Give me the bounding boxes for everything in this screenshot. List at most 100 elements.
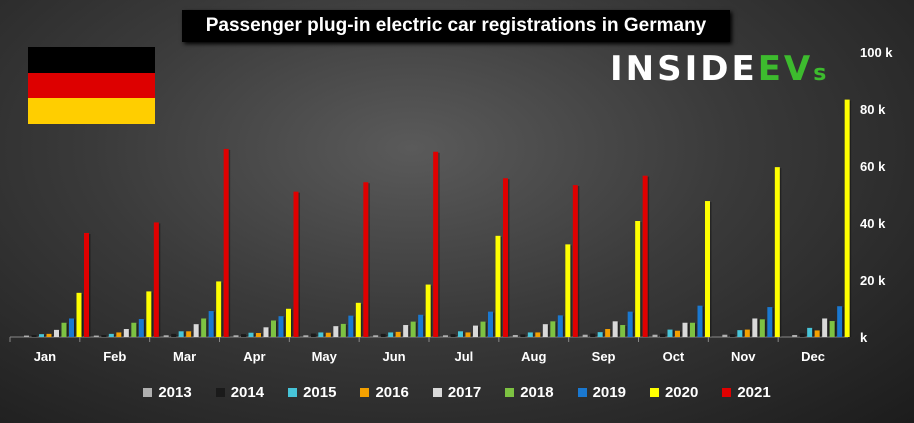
- bar-shade: [448, 336, 450, 337]
- bar: [293, 191, 299, 337]
- bar: [550, 321, 556, 337]
- bar-shade: [423, 315, 425, 337]
- legend-swatch: [215, 388, 225, 397]
- bar: [829, 321, 835, 337]
- bar-shade: [587, 335, 590, 337]
- bar-shade: [570, 245, 572, 337]
- bar-shade: [408, 326, 410, 337]
- bar-shade: [657, 335, 659, 337]
- bar-shade: [702, 306, 704, 337]
- bar-shade: [508, 179, 510, 337]
- bar-shade: [191, 332, 193, 337]
- bar-shade: [228, 149, 231, 337]
- legend-swatch: [722, 388, 732, 397]
- bar: [116, 332, 122, 337]
- legend-item: 2016: [360, 384, 409, 401]
- bar-shade: [338, 327, 340, 337]
- bar: [418, 314, 424, 337]
- y-tick-label: 60 k: [860, 159, 886, 174]
- bar-shade: [680, 331, 682, 337]
- legend-item: 2019: [577, 384, 626, 401]
- bar: [590, 333, 596, 337]
- bar: [46, 333, 52, 337]
- bar: [216, 281, 222, 337]
- legend-item: 2017: [432, 384, 481, 401]
- logo-text-main: INSIDE: [610, 49, 758, 89]
- bar-shade: [562, 316, 565, 337]
- x-tick-label: Nov: [731, 349, 756, 364]
- bar: [355, 302, 361, 337]
- bar: [333, 326, 339, 337]
- bar-shade: [577, 186, 580, 337]
- bar: [697, 305, 703, 337]
- legend-item: 2020: [649, 384, 698, 401]
- bar: [572, 185, 578, 337]
- bar-shade: [74, 319, 76, 337]
- x-tick-label: Jan: [34, 349, 56, 364]
- legend-swatch: [360, 388, 370, 397]
- bar: [233, 335, 239, 337]
- bar: [241, 334, 246, 337]
- bar: [286, 308, 291, 337]
- bar: [682, 322, 688, 337]
- bar-shade: [59, 330, 61, 337]
- bar: [729, 334, 735, 337]
- bar-shade: [400, 332, 403, 337]
- bar: [565, 244, 571, 337]
- bar: [520, 334, 526, 337]
- bar: [612, 321, 618, 337]
- legend-item: 2014: [215, 384, 264, 401]
- legend-swatch: [649, 388, 659, 397]
- bar: [325, 332, 331, 337]
- bar-shade: [779, 168, 782, 337]
- bar: [410, 321, 416, 337]
- bar-shade: [827, 319, 829, 337]
- bar: [527, 332, 533, 337]
- bar-shade: [625, 326, 627, 337]
- bar: [443, 335, 448, 337]
- insideevs-logo: INSIDEEVs: [610, 49, 829, 89]
- legend-item: 2013: [143, 384, 192, 401]
- bar: [759, 319, 765, 337]
- bar-shade: [834, 322, 837, 337]
- bar-shade: [610, 330, 612, 337]
- bar: [542, 324, 548, 337]
- x-tick-label: Jun: [383, 349, 406, 364]
- flag-stripe-gold: [28, 98, 155, 124]
- bar-shade: [238, 336, 240, 337]
- bar: [54, 329, 59, 337]
- bar-shade: [540, 333, 542, 337]
- legend-swatch: [505, 388, 515, 397]
- y-tick-label: k: [860, 330, 868, 345]
- bar: [163, 335, 169, 337]
- bar-shade: [308, 336, 310, 337]
- x-tick-label: Apr: [243, 349, 265, 364]
- bar: [690, 322, 695, 337]
- bar-shade: [555, 322, 557, 337]
- legend-label: 2016: [375, 384, 409, 401]
- bar-shade: [764, 320, 767, 337]
- bar: [752, 318, 758, 337]
- bar-shade: [547, 325, 550, 337]
- bar: [767, 307, 773, 337]
- bar: [675, 330, 680, 337]
- bar-shade: [470, 333, 472, 337]
- bar-shade: [797, 336, 799, 337]
- bar-shade: [632, 312, 635, 337]
- bar: [363, 182, 369, 337]
- bar: [318, 332, 324, 337]
- bar-shade: [665, 334, 667, 337]
- legend-label: 2018: [520, 384, 554, 401]
- bar: [627, 311, 633, 337]
- bar-shade: [532, 333, 535, 337]
- bar-shade: [493, 312, 495, 337]
- bar-shade: [206, 319, 208, 337]
- bar-shade: [517, 336, 520, 337]
- bar-shade: [687, 323, 689, 337]
- y-tick-label: 20 k: [860, 273, 886, 288]
- bar-shade: [749, 330, 752, 337]
- bar: [108, 333, 114, 337]
- bar: [837, 306, 843, 337]
- bar-shade: [727, 335, 729, 337]
